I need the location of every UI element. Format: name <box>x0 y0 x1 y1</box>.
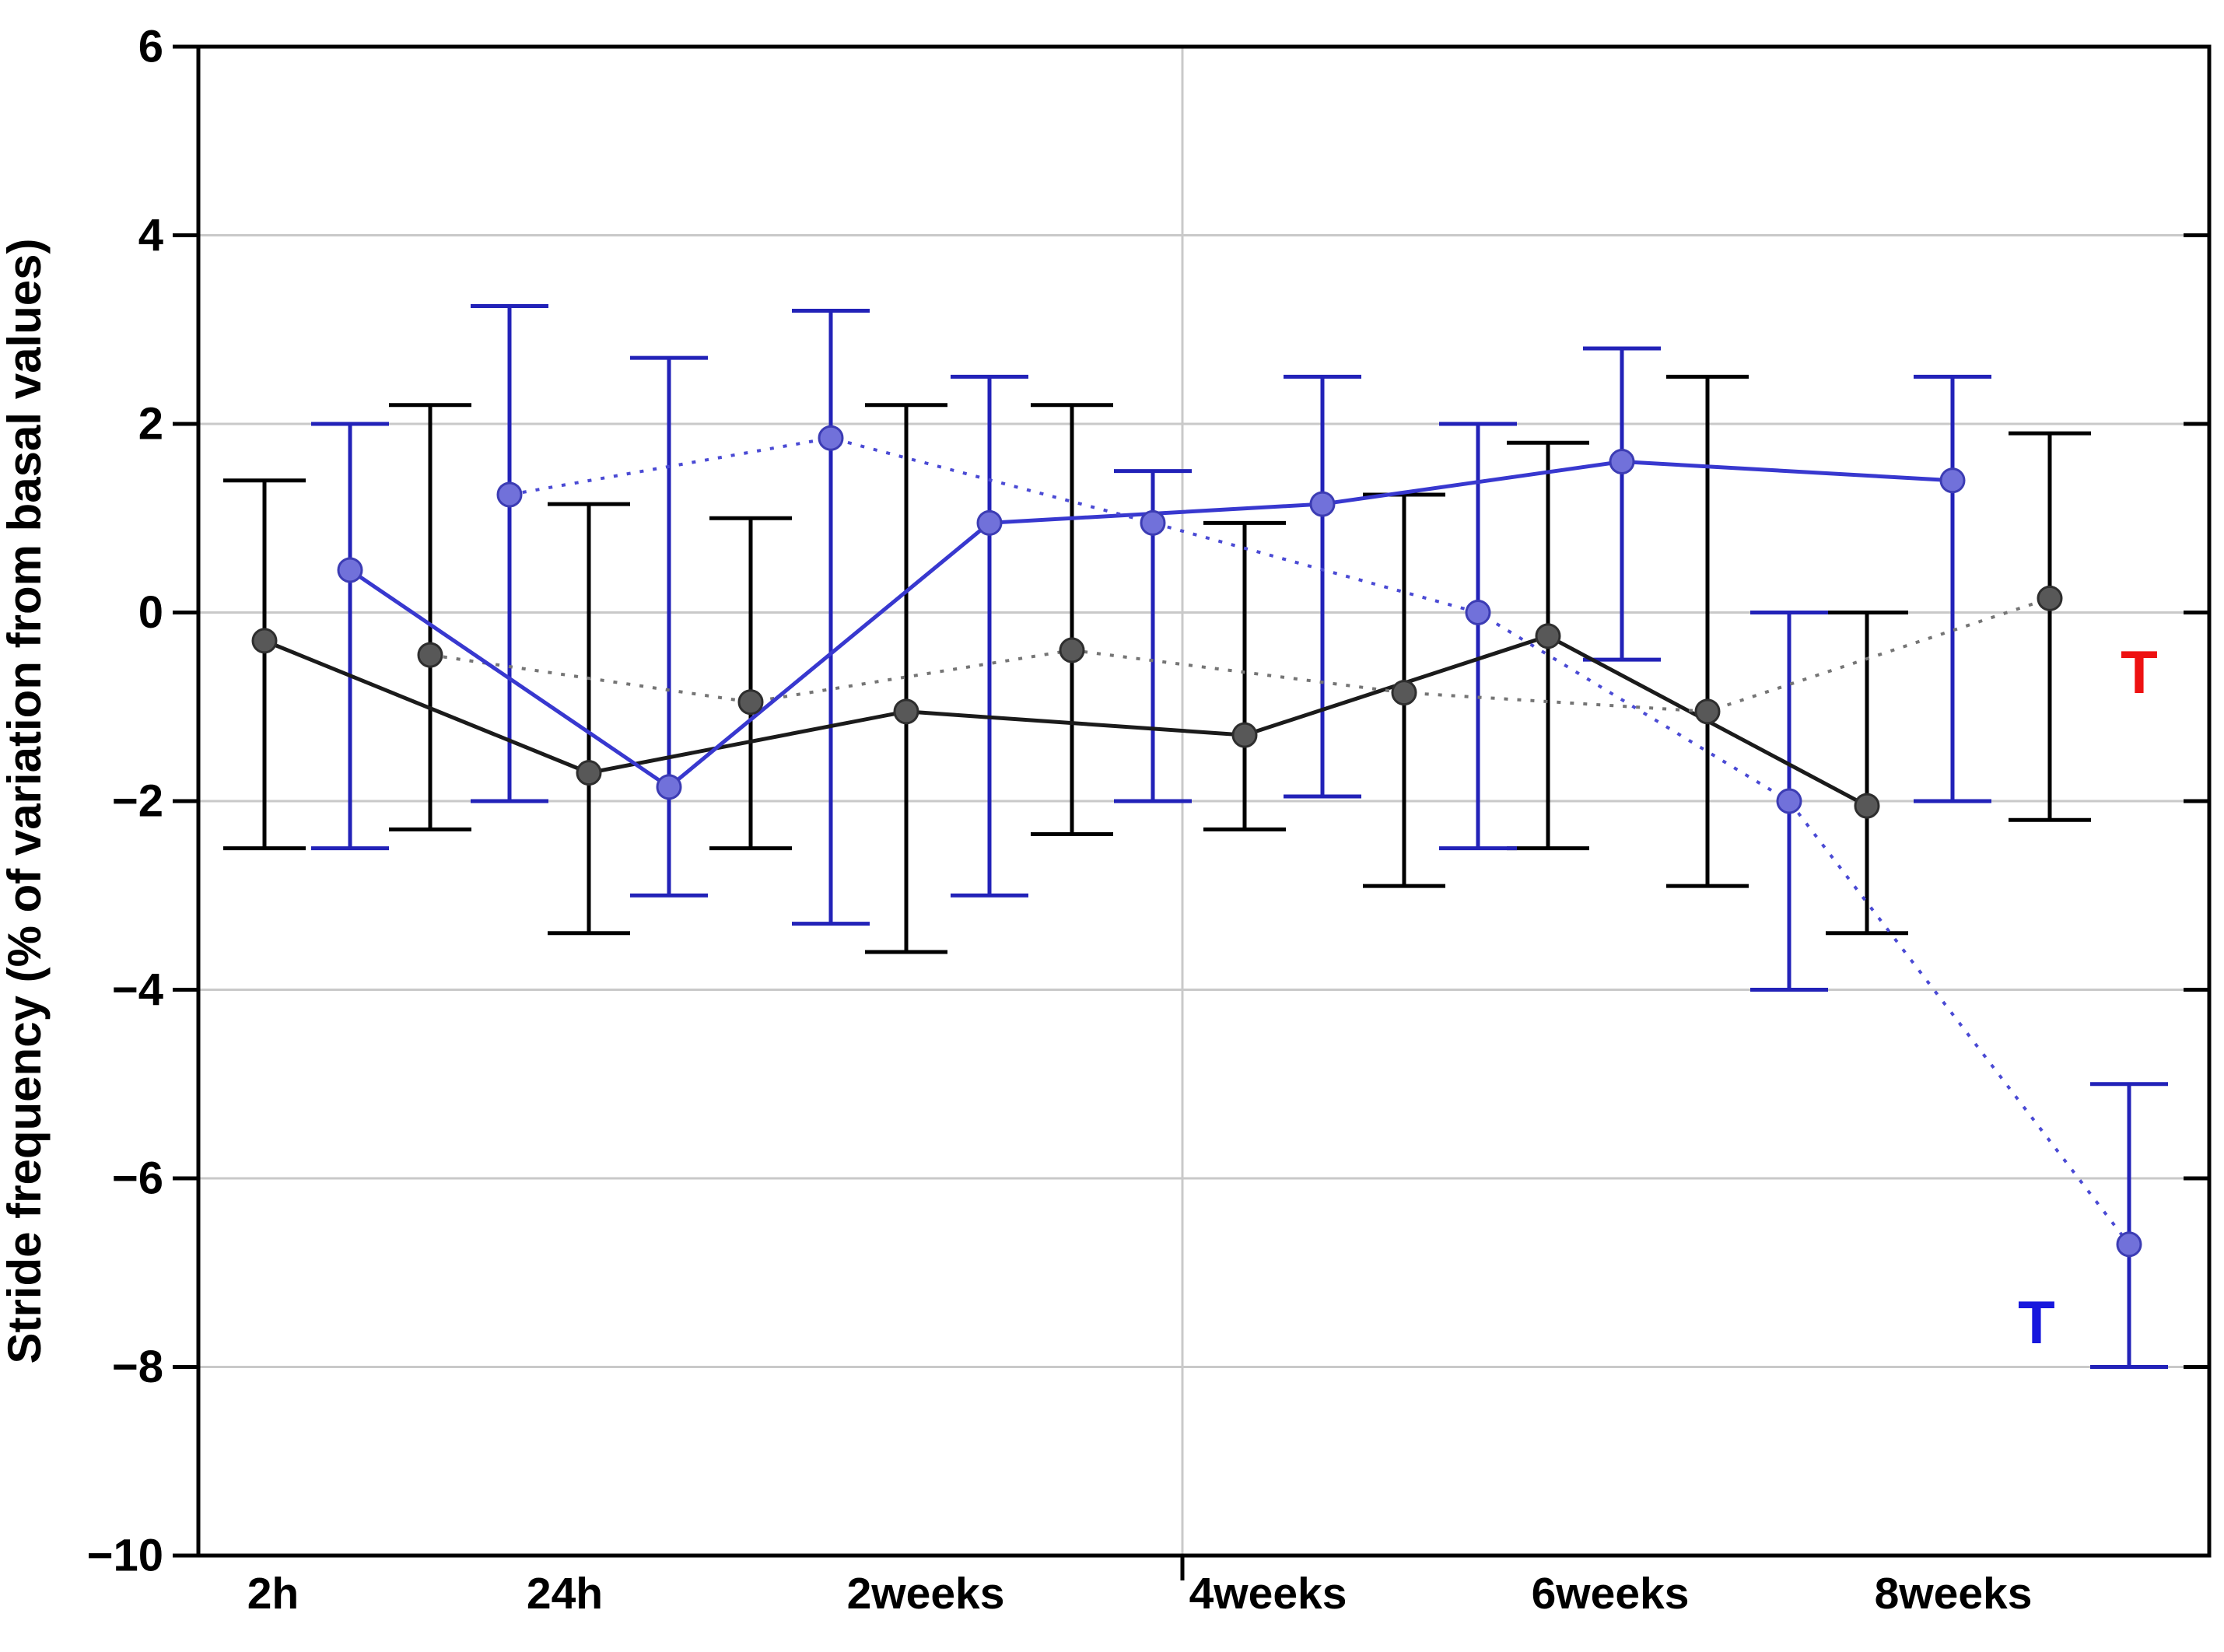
error-bar-black-solid <box>548 502 630 936</box>
y-tick-label: −10 <box>87 1531 163 1581</box>
series-lines-layer <box>264 436 2131 1246</box>
series-line-black-solid <box>264 634 1869 808</box>
y-tick-label: −8 <box>112 1342 163 1392</box>
data-point-black-dotted <box>417 642 443 668</box>
data-points-layer <box>251 425 2142 1258</box>
data-point-blue-dotted <box>818 425 844 451</box>
x-tick-label: 2h <box>247 1569 299 1619</box>
data-point-black-dotted <box>2037 585 2063 611</box>
error-bar-blue-solid <box>1284 374 1361 799</box>
error-bar-blue-dotted <box>792 309 870 926</box>
data-point-blue-solid <box>976 509 1003 536</box>
data-point-black-dotted <box>1059 637 1085 663</box>
error-bar-black-solid <box>865 403 947 954</box>
error-bar-black-solid <box>223 478 306 851</box>
data-point-black-solid <box>893 698 919 725</box>
data-point-blue-dotted <box>496 481 523 508</box>
series-line-black-dotted <box>429 597 2051 713</box>
data-point-blue-solid <box>1939 467 1966 494</box>
x-tick-label: 4weeks <box>1189 1569 1347 1619</box>
error-bar-black-dotted <box>389 403 471 831</box>
data-point-blue-dotted <box>1465 600 1491 625</box>
data-point-black-solid <box>251 628 278 654</box>
data-point-black-solid <box>1535 623 1561 649</box>
data-point-blue-solid <box>1609 449 1635 474</box>
y-tick-label: −2 <box>112 776 163 827</box>
error-bar-black-dotted <box>1031 403 1113 836</box>
data-point-black-dotted <box>1694 698 1721 725</box>
labels-layer: T T 6 4 2 0 −2 −4 −6 −8 −10 2h 24h 2weeks 4weeks 6weeks… <box>87 22 2158 1619</box>
y-axis-title: Stride frequency (% of variation from ba… <box>0 238 51 1363</box>
annotation-t-red: T <box>2121 638 2158 706</box>
data-point-black-solid <box>1854 793 1880 819</box>
error-bar-blue-dotted <box>471 303 548 803</box>
error-bar-blue-solid <box>311 422 389 851</box>
axes-layer <box>173 44 2212 1580</box>
annotation-t-blue: T <box>2018 1288 2055 1356</box>
data-point-black-dotted <box>1391 680 1417 706</box>
error-bar-blue-solid <box>1914 374 1991 803</box>
error-bar-black-solid <box>1203 520 1286 831</box>
data-point-blue-dotted <box>1776 788 1802 814</box>
data-point-black-solid <box>576 760 602 786</box>
error-bar-black-dotted <box>2009 431 2091 822</box>
error-bar-blue-solid <box>630 355 708 898</box>
y-tick-label: −6 <box>112 1153 163 1204</box>
data-point-blue-dotted <box>1140 509 1166 536</box>
y-tick-label: 4 <box>138 210 163 261</box>
data-point-blue-solid <box>656 774 682 800</box>
data-point-black-dotted <box>737 689 764 716</box>
error-bar-blue-dotted <box>2090 1082 2168 1369</box>
data-point-black-solid <box>1231 722 1258 748</box>
x-tick-label: 24h <box>527 1569 603 1619</box>
x-tick-label: 6weeks <box>1532 1569 1690 1619</box>
error-bar-blue-solid <box>951 374 1028 898</box>
y-tick-label: 6 <box>138 22 163 72</box>
data-point-blue-solid <box>337 557 363 583</box>
error-bar-black-dotted <box>709 516 792 851</box>
y-tick-label: 2 <box>138 399 163 450</box>
y-tick-label: 0 <box>138 587 163 638</box>
x-tick-label: 2weeks <box>847 1569 1005 1619</box>
data-point-blue-dotted <box>2116 1231 2142 1258</box>
y-tick-label: −4 <box>112 964 163 1015</box>
error-bars-layer <box>223 303 2168 1369</box>
x-tick-label: 8weeks <box>1875 1569 2033 1619</box>
data-point-blue-solid <box>1309 491 1336 517</box>
error-bar-black-dotted <box>1666 374 1749 888</box>
error-bar-blue-dotted <box>1439 422 1517 851</box>
error-bar-black-solid <box>1826 611 1908 936</box>
